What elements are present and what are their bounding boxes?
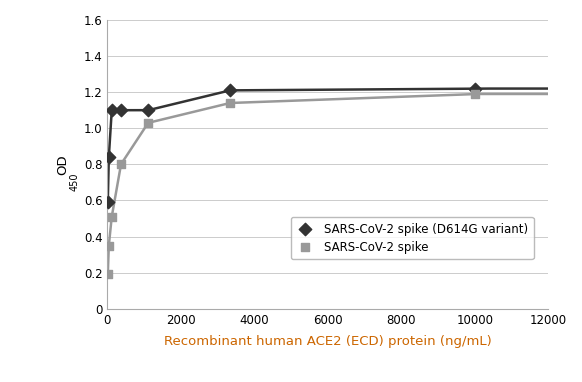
SARS-CoV-2 spike [103,271,112,277]
SARS-CoV-2 spike (D614G variant) [225,87,235,94]
SARS-CoV-2 spike (D614G variant) [116,107,126,113]
SARS-CoV-2 spike [470,91,480,97]
SARS-CoV-2 spike [144,120,153,126]
SARS-CoV-2 spike (D614G variant) [103,199,112,205]
SARS-CoV-2 spike (D614G variant) [470,86,480,92]
X-axis label: Recombinant human ACE2 (ECD) protein (ng/mL): Recombinant human ACE2 (ECD) protein (ng… [164,335,492,348]
SARS-CoV-2 spike (D614G variant) [104,154,113,160]
Text: OD: OD [56,154,70,175]
SARS-CoV-2 spike [116,161,126,167]
SARS-CoV-2 spike (D614G variant) [144,107,153,113]
SARS-CoV-2 spike [107,214,116,220]
Text: 450: 450 [69,172,79,191]
SARS-CoV-2 spike [104,243,113,249]
SARS-CoV-2 spike (D614G variant) [107,107,116,113]
Legend: SARS-CoV-2 spike (D614G variant), SARS-CoV-2 spike: SARS-CoV-2 spike (D614G variant), SARS-C… [290,217,534,259]
SARS-CoV-2 spike [225,100,235,106]
